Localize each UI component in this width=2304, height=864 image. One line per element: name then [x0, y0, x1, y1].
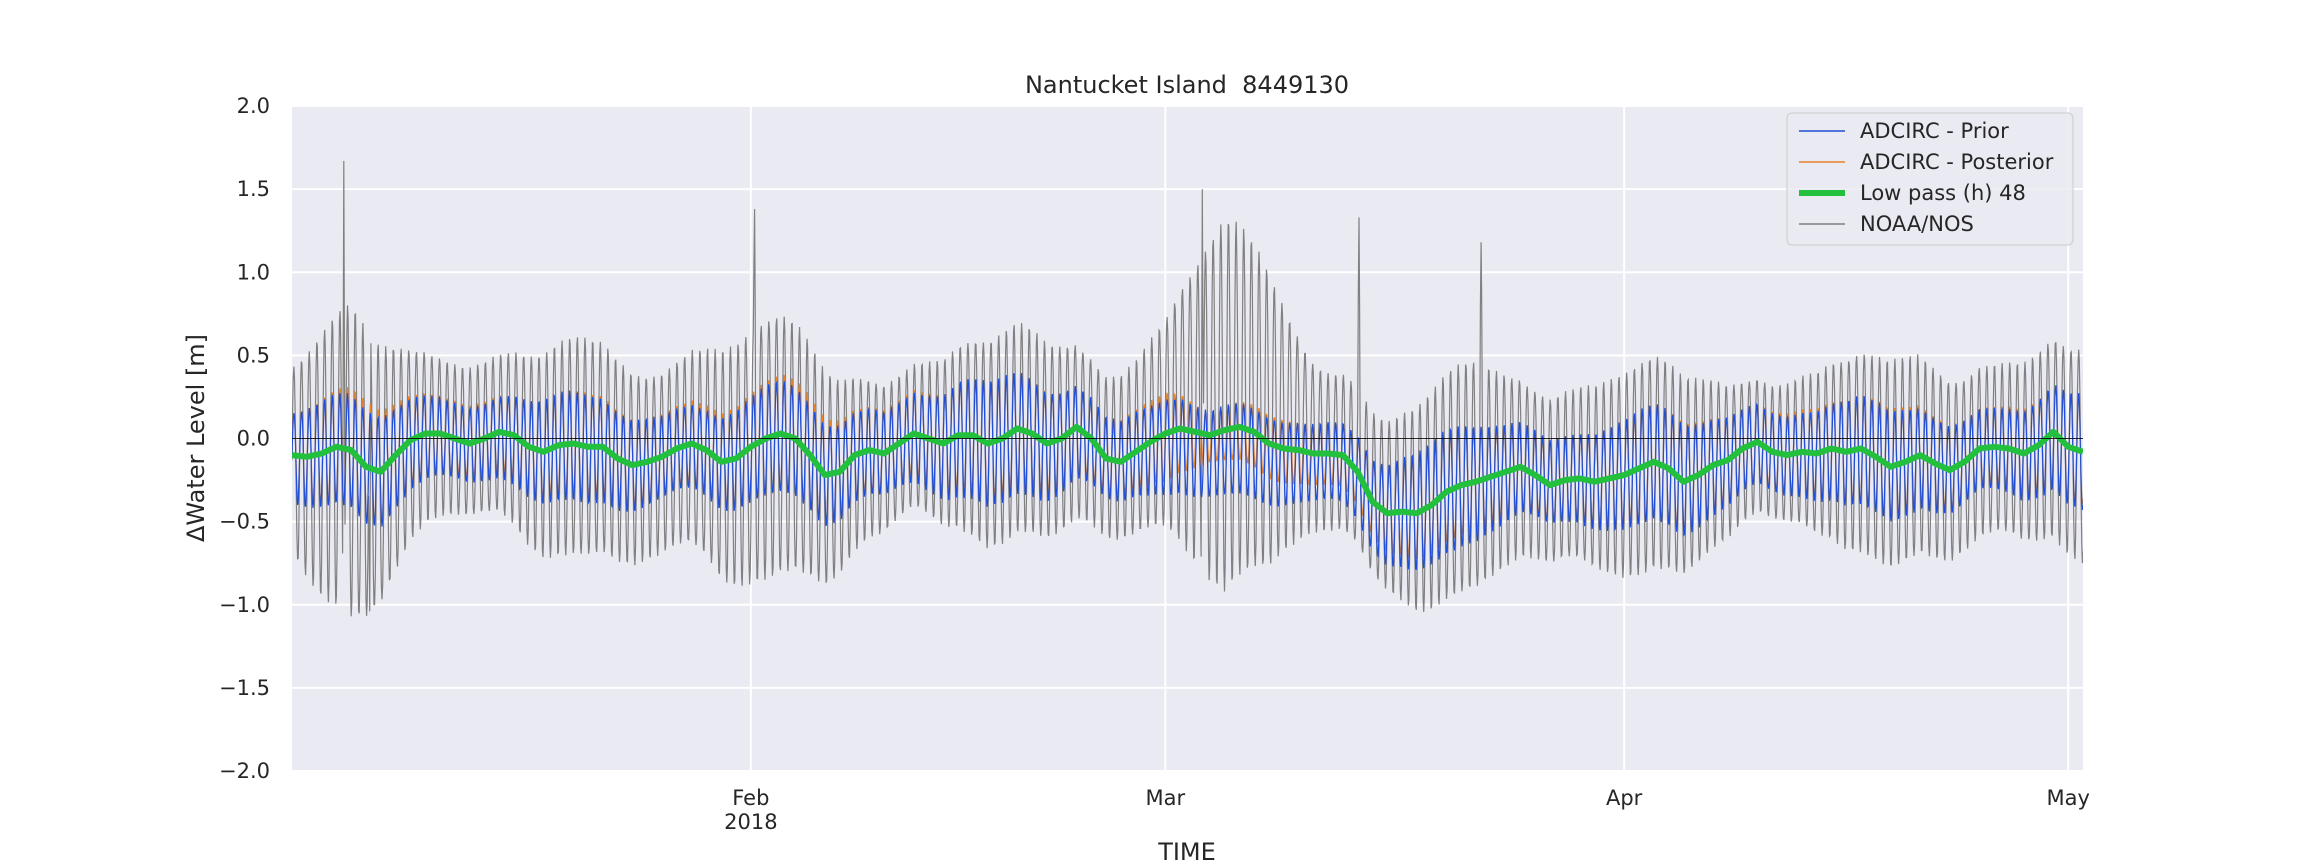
y-tick-label: 0.5	[237, 343, 270, 367]
x-tick-label: Mar	[1145, 786, 1185, 810]
y-tick-label: −1.5	[219, 676, 270, 700]
x-tick-label: Feb	[732, 786, 769, 810]
y-tick-label: −0.5	[219, 510, 270, 534]
y-axis-title: ΔWater Level [m]	[182, 334, 210, 542]
legend-label: NOAA/NOS	[1860, 212, 1974, 236]
x-axis-title: TIME	[1157, 838, 1216, 864]
legend-frame	[1786, 112, 2074, 246]
y-tick-labels: 2.0 1.5 1.0 0.5 0.0 −0.5 −1.0 −1.5 −2.0	[219, 94, 270, 783]
y-tick-label: −2.0	[219, 759, 270, 783]
x-tick-sublabel: 2018	[724, 810, 777, 834]
y-tick-label: 1.5	[237, 177, 270, 201]
x-tick-label: Apr	[1606, 786, 1643, 810]
legend-label: ADCIRC - Posterior	[1860, 150, 2054, 174]
legend-label: ADCIRC - Prior	[1860, 119, 2009, 143]
legend: ADCIRC - Prior ADCIRC - Posterior Low pass…	[1786, 112, 2074, 246]
series-line-lowpass	[292, 423, 2083, 517]
y-tick-label: 0.0	[237, 427, 270, 451]
y-tick-label: 2.0	[237, 94, 270, 118]
x-tick-label: May	[2046, 786, 2089, 810]
legend-label: Low pass (h) 48	[1860, 181, 2026, 205]
y-tick-label: −1.0	[219, 593, 270, 617]
series-line-adcirc-prior	[292, 373, 2083, 571]
series-group	[292, 160, 2083, 617]
y-tick-label: 1.0	[237, 260, 270, 284]
chart-title: Nantucket Island 8449130	[1025, 71, 1349, 99]
